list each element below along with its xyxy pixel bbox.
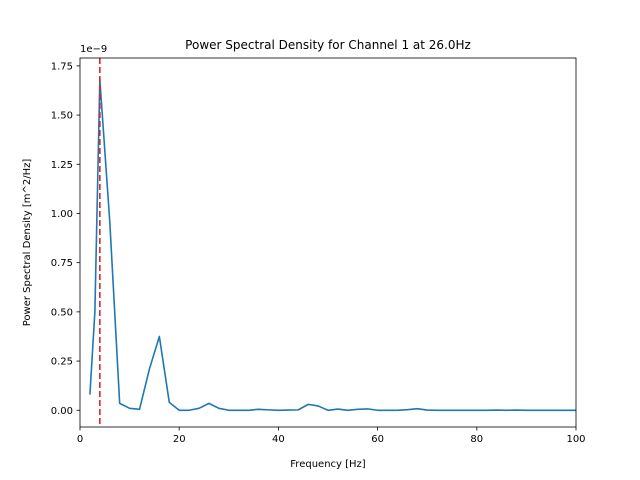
x-axis-label: Frequency [Hz] <box>290 459 366 470</box>
y-tick-label: 0.50 <box>51 307 73 318</box>
y-tick-label: 1.25 <box>51 160 73 171</box>
psd-series-line <box>89 78 576 412</box>
x-tick-label: 80 <box>470 434 483 445</box>
plot-area <box>89 58 576 427</box>
y-tick-label: 0.00 <box>51 406 73 417</box>
y-tick-label: 1.75 <box>51 61 73 72</box>
y-ticks: 0.00 0.25 0.50 0.75 1.00 1.25 1.50 1.75 <box>51 61 80 417</box>
chart-title: Power Spectral Density for Channel 1 at … <box>185 38 471 52</box>
x-tick-label: 100 <box>566 434 585 445</box>
x-tick-label: 60 <box>371 434 384 445</box>
x-ticks: 0 20 40 60 80 100 <box>77 427 586 445</box>
y-offset-label: 1e−9 <box>80 44 107 55</box>
y-tick-label: 1.50 <box>51 111 73 122</box>
x-tick-label: 20 <box>173 434 186 445</box>
y-tick-label: 1.00 <box>51 209 73 220</box>
x-tick-label: 40 <box>272 434 285 445</box>
x-tick-label: 0 <box>77 434 83 445</box>
y-axis-label: Power Spectral Density [m^2/Hz] <box>22 159 33 327</box>
y-tick-label: 0.25 <box>51 357 73 368</box>
y-tick-label: 0.75 <box>51 258 73 269</box>
axes-frame <box>79 57 577 428</box>
